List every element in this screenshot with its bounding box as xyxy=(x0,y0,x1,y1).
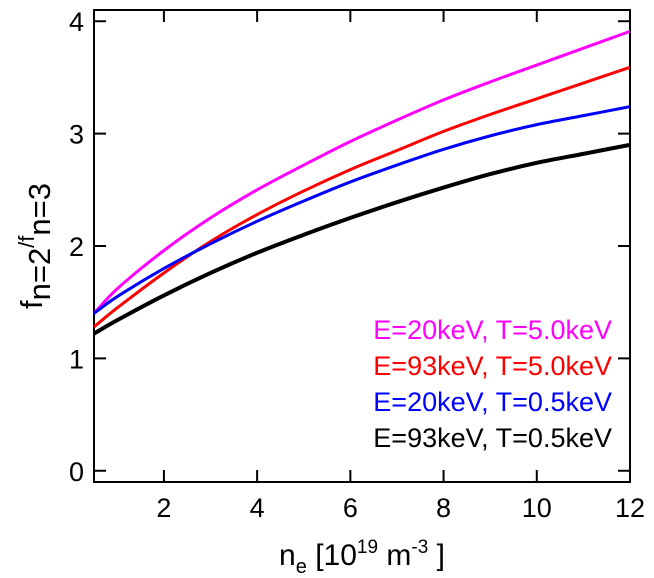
legend-entry-2: E=93keV, T=5.0keV xyxy=(373,351,612,381)
y-axis-numerator-subscript: n=2 xyxy=(22,248,57,301)
x-tick-label: 6 xyxy=(343,493,358,523)
legend-entry-3: E=20keV, T=0.5keV xyxy=(373,387,612,417)
y-axis-denominator-subscript: n=3 xyxy=(22,183,57,236)
series-line-1 xyxy=(94,31,630,313)
x-axis-unit-exponent: 19 xyxy=(357,537,378,558)
x-axis-title: ne [1019 m-3 ] xyxy=(279,537,445,578)
legend-entry-4: E=93keV, T=0.5keV xyxy=(373,423,612,453)
y-tick-label: 4 xyxy=(69,7,84,37)
x-tick-label: 4 xyxy=(250,493,265,523)
x-axis-unit-exponent-2: -3 xyxy=(411,537,428,558)
y-tick-label: 2 xyxy=(69,232,84,262)
series-line-4 xyxy=(94,145,630,334)
legend-entry-1: E=20keV, T=5.0keV xyxy=(373,315,612,345)
x-tick-label: 2 xyxy=(156,493,171,523)
y-tick-label: 1 xyxy=(69,344,84,374)
y-tick-label: 3 xyxy=(69,120,84,150)
series-line-3 xyxy=(94,107,630,314)
x-axis-subscript: e xyxy=(296,556,307,578)
y-axis-title: fn=2/fn=3 xyxy=(14,183,57,309)
y-tick-label: 0 xyxy=(69,457,84,487)
legend: E=20keV, T=5.0keV E=93keV, T=5.0keV E=20ke… xyxy=(373,315,612,453)
x-axis-unit-prefix: [10 xyxy=(307,539,357,572)
x-tick-label: 8 xyxy=(436,493,451,523)
x-axis-unit-suffix: ] xyxy=(428,539,445,572)
x-axis-unit-middle: m xyxy=(378,539,411,572)
x-tick-label: 10 xyxy=(522,493,552,523)
x-tick-label: 12 xyxy=(615,493,645,523)
x-axis-symbol: n xyxy=(279,539,296,572)
series-curves xyxy=(94,31,630,333)
